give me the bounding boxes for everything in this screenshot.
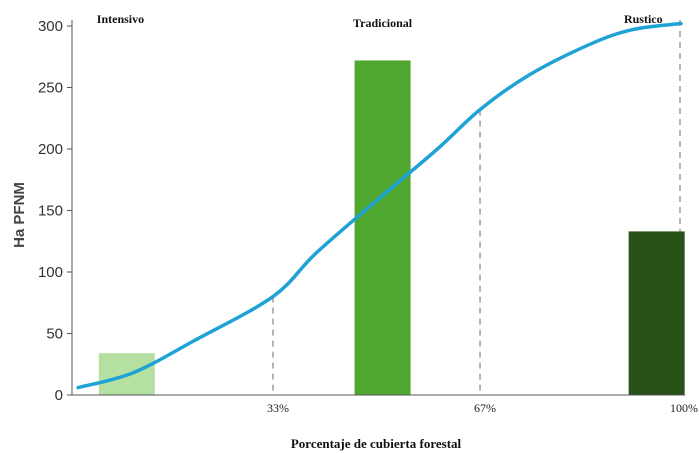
category-label-intensivo: Intensivo — [97, 12, 144, 26]
y-tick-label: 50 — [46, 326, 63, 343]
y-axis-label: Ha PFNM — [11, 182, 28, 248]
y-tick-label: 300 — [38, 18, 63, 35]
x-tick-label: 100% — [670, 401, 698, 415]
bar-tradicional — [354, 60, 411, 395]
bar-rustico — [628, 231, 685, 395]
x-tick-label: 67% — [474, 401, 496, 415]
y-ticks: 0 50 100 150 200 250 300 — [38, 18, 72, 404]
curve-line — [76, 21, 683, 390]
x-ticks: 33% 67% 100% — [267, 401, 698, 415]
reference-lines — [272, 20, 681, 395]
y-tick-label: 150 — [38, 203, 63, 220]
category-labels: Intensivo Tradicional Rustico — [97, 12, 663, 30]
x-axis-label: Porcentaje de cubierta forestal — [291, 436, 462, 451]
category-label-tradicional: Tradicional — [353, 16, 413, 30]
bars — [98, 60, 685, 395]
y-tick-label: 100 — [38, 264, 63, 281]
x-tick-label: 33% — [267, 401, 289, 415]
y-tick-label: 200 — [38, 141, 63, 158]
y-tick-label: 250 — [38, 80, 63, 97]
category-label-rustico: Rustico — [624, 12, 663, 26]
y-tick-label: 0 — [55, 387, 63, 404]
